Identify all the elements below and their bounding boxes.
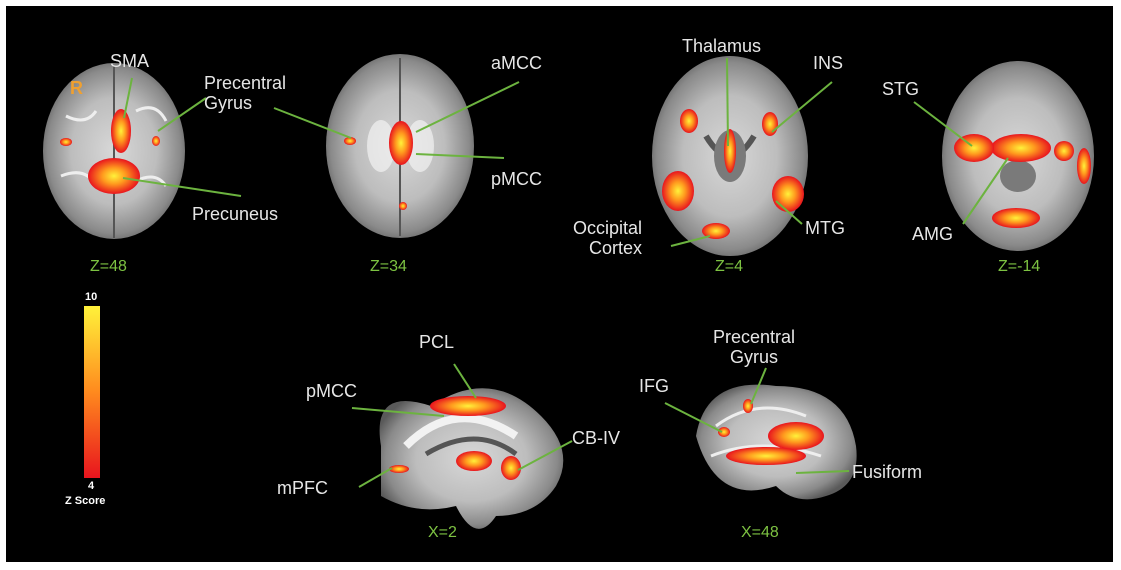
brain-slices-graphic [43, 54, 1094, 529]
colorbar-min-label: 4 [88, 480, 95, 492]
label-pmcc-sagittal: pMCC [306, 381, 358, 401]
label-ins: INS [813, 53, 844, 73]
label-precentral-gyrus-sagittal: Precentral Gyrus [713, 327, 796, 367]
colorbar-max-label: 10 [85, 291, 98, 303]
label-cb-iv: CB-IV [572, 428, 621, 448]
slice-label-x2: X=2 [428, 524, 457, 541]
label-ifg: IFG [639, 376, 669, 396]
figure-panel: R SMA Precentral Gyrus Precuneus aMCC pM… [6, 6, 1113, 562]
colorbar-gradient [84, 306, 100, 478]
label-precentral-gyrus-axial: Precentral Gyrus [204, 73, 287, 113]
sagittal-slice-x2 [379, 388, 564, 529]
sagittal-slice-x48 [696, 384, 857, 500]
label-occipital-cortex: Occipital Cortex [573, 218, 643, 258]
label-mtg: MTG [805, 218, 845, 238]
label-thalamus: Thalamus [682, 36, 762, 56]
label-sma: SMA [110, 51, 150, 71]
label-stg: STG [882, 79, 920, 99]
slice-label-z34: Z=34 [370, 258, 407, 275]
slice-label-z4: Z=4 [715, 258, 744, 275]
slice-label-x48: X=48 [741, 524, 779, 541]
slice-label-z48: Z=48 [90, 258, 127, 275]
axial-slice-z48 [43, 63, 185, 239]
axial-slice-zm14 [942, 61, 1094, 251]
colorbar-title: Z Score [65, 495, 106, 507]
orientation-marker: R [70, 78, 83, 98]
label-mpfc: mPFC [277, 478, 328, 498]
label-amcc: aMCC [491, 53, 543, 73]
label-fusiform: Fusiform [852, 462, 923, 482]
label-precuneus: Precuneus [192, 204, 279, 224]
axial-slice-z4 [652, 56, 808, 256]
label-pmcc-axial: pMCC [491, 169, 543, 189]
label-amg: AMG [912, 224, 954, 244]
slice-label-zm14: Z=-14 [998, 258, 1041, 275]
leader-lines [122, 57, 1009, 488]
axial-slice-z34 [326, 54, 474, 238]
label-pcl: PCL [419, 332, 455, 352]
